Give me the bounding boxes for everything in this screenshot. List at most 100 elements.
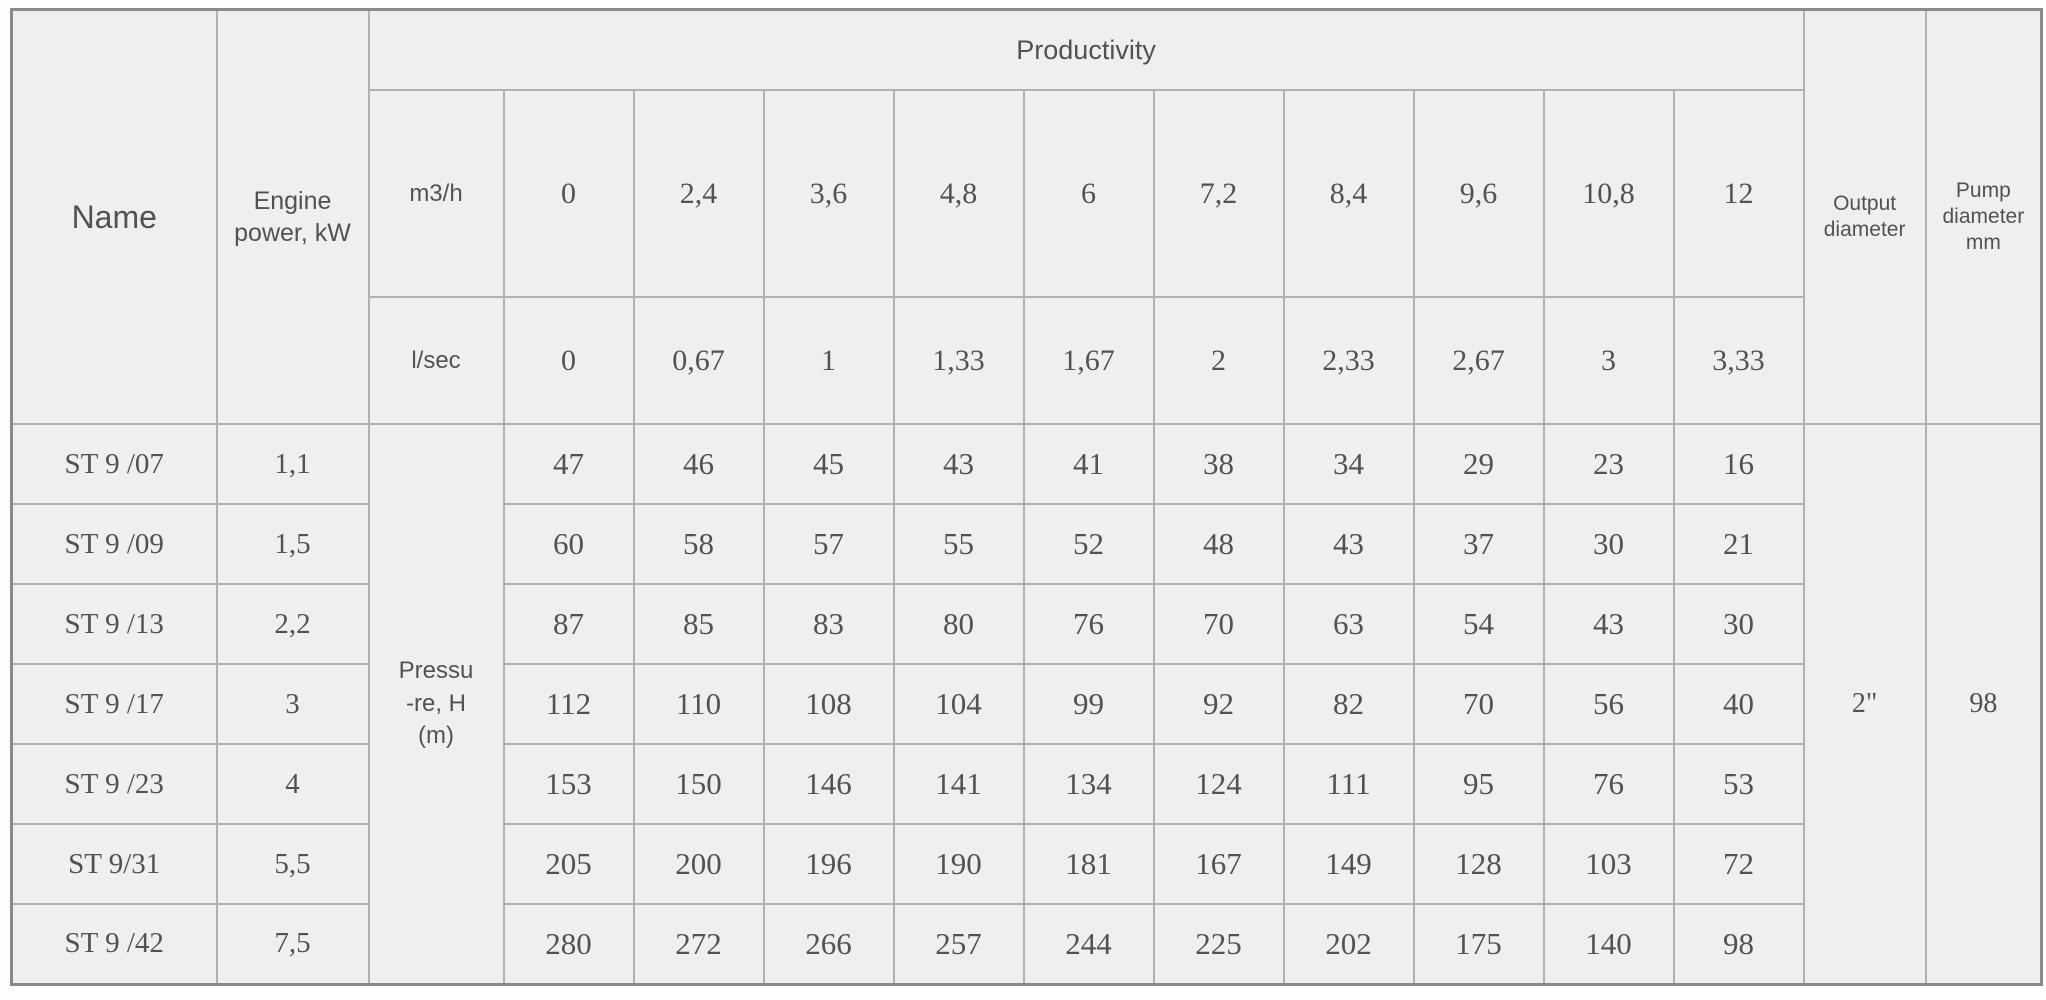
pressure-value-cell: 110 xyxy=(632,663,765,745)
pressure-value-cell: 141 xyxy=(892,743,1025,825)
pressure-value-cell: 56 xyxy=(1542,663,1675,745)
header-productivity: Productivity xyxy=(367,8,1805,91)
pressure-value-cell: 146 xyxy=(762,743,895,825)
flow-lsec-cell: 1 xyxy=(762,296,895,425)
pump-name-cell: ST 9 /09 xyxy=(10,503,218,585)
engine-power-cell: 1,1 xyxy=(215,423,370,505)
pressure-value-cell: 200 xyxy=(632,823,765,905)
flow-m3h-cell: 0 xyxy=(502,89,635,298)
pressure-value-cell: 70 xyxy=(1152,583,1285,665)
pump-name-cell: ST 9 /42 xyxy=(10,903,218,985)
flow-m3h-cell: 7,2 xyxy=(1152,89,1285,298)
flow-lsec-cell: 2,33 xyxy=(1282,296,1415,425)
pressure-value-cell: 57 xyxy=(762,503,895,585)
pressure-value-cell: 45 xyxy=(762,423,895,505)
engine-power-cell: 3 xyxy=(215,663,370,745)
flow-lsec-cell: 1,33 xyxy=(892,296,1025,425)
engine-power-cell: 7,5 xyxy=(215,903,370,985)
pressure-value-cell: 63 xyxy=(1282,583,1415,665)
pressure-value-cell: 244 xyxy=(1022,903,1155,985)
pressure-value-cell: 34 xyxy=(1282,423,1415,505)
flow-lsec-cell: 3,33 xyxy=(1672,296,1805,425)
pressure-value-cell: 202 xyxy=(1282,903,1415,985)
flow-lsec-cell: 3 xyxy=(1542,296,1675,425)
flow-m3h-cell: 9,6 xyxy=(1412,89,1545,298)
pressure-value-cell: 37 xyxy=(1412,503,1545,585)
pressure-value-cell: 128 xyxy=(1412,823,1545,905)
flow-m3h-cell: 8,4 xyxy=(1282,89,1415,298)
pressure-value-cell: 70 xyxy=(1412,663,1545,745)
pressure-value-cell: 46 xyxy=(632,423,765,505)
pressure-value-cell: 149 xyxy=(1282,823,1415,905)
pressure-value-cell: 257 xyxy=(892,903,1025,985)
pump-name-cell: ST 9/31 xyxy=(10,823,218,905)
flow-lsec-cell: 2,67 xyxy=(1412,296,1545,425)
flow-m3h-cell: 12 xyxy=(1672,89,1805,298)
pressure-value-cell: 103 xyxy=(1542,823,1675,905)
pressure-value-cell: 23 xyxy=(1542,423,1675,505)
pressure-value-cell: 87 xyxy=(502,583,635,665)
header-name: Name xyxy=(10,8,218,425)
pressure-value-cell: 43 xyxy=(1542,583,1675,665)
flow-m3h-cell: 4,8 xyxy=(892,89,1025,298)
pressure-value-cell: 55 xyxy=(892,503,1025,585)
flow-m3h-cell: 3,6 xyxy=(762,89,895,298)
pressure-value-cell: 48 xyxy=(1152,503,1285,585)
pressure-value-cell: 205 xyxy=(502,823,635,905)
pressure-value-cell: 175 xyxy=(1412,903,1545,985)
pressure-value-cell: 112 xyxy=(502,663,635,745)
pressure-value-cell: 108 xyxy=(762,663,895,745)
pressure-value-cell: 190 xyxy=(892,823,1025,905)
pressure-value-cell: 111 xyxy=(1282,743,1415,825)
pressure-value-cell: 167 xyxy=(1152,823,1285,905)
pressure-value-cell: 41 xyxy=(1022,423,1155,505)
output-diameter-value: 2" xyxy=(1802,423,1927,985)
pressure-value-cell: 29 xyxy=(1412,423,1545,505)
pressure-value-cell: 98 xyxy=(1672,903,1805,985)
pressure-value-cell: 124 xyxy=(1152,743,1285,825)
pressure-value-cell: 43 xyxy=(1282,503,1415,585)
pressure-value-cell: 85 xyxy=(632,583,765,665)
pump-name-cell: ST 9 /13 xyxy=(10,583,218,665)
pressure-value-cell: 38 xyxy=(1152,423,1285,505)
flow-m3h-cell: 6 xyxy=(1022,89,1155,298)
pressure-value-cell: 99 xyxy=(1022,663,1155,745)
pressure-value-cell: 60 xyxy=(502,503,635,585)
pump-spec-table: Name Engine power, kW Productivity Outpu… xyxy=(10,8,2044,986)
pressure-value-cell: 72 xyxy=(1672,823,1805,905)
unit-lsec-label: l/sec xyxy=(367,296,505,425)
pressure-value-cell: 181 xyxy=(1022,823,1155,905)
pressure-value-cell: 150 xyxy=(632,743,765,825)
pressure-value-cell: 52 xyxy=(1022,503,1155,585)
pressure-value-cell: 104 xyxy=(892,663,1025,745)
pressure-value-cell: 82 xyxy=(1282,663,1415,745)
pressure-value-cell: 196 xyxy=(762,823,895,905)
pressure-value-cell: 225 xyxy=(1152,903,1285,985)
flow-lsec-cell: 0 xyxy=(502,296,635,425)
pressure-value-cell: 140 xyxy=(1542,903,1675,985)
pressure-value-cell: 280 xyxy=(502,903,635,985)
flow-lsec-cell: 1,67 xyxy=(1022,296,1155,425)
pressure-value-cell: 95 xyxy=(1412,743,1545,825)
pressure-value-cell: 58 xyxy=(632,503,765,585)
engine-power-cell: 4 xyxy=(215,743,370,825)
pressure-value-cell: 266 xyxy=(762,903,895,985)
pressure-value-cell: 76 xyxy=(1542,743,1675,825)
pressure-value-cell: 153 xyxy=(502,743,635,825)
pressure-value-cell: 272 xyxy=(632,903,765,985)
engine-power-cell: 5,5 xyxy=(215,823,370,905)
flow-m3h-cell: 2,4 xyxy=(632,89,765,298)
header-pump-diameter: Pump diameter mm xyxy=(1924,8,2043,425)
pressure-value-cell: 47 xyxy=(502,423,635,505)
flow-lsec-cell: 2 xyxy=(1152,296,1285,425)
pressure-value-cell: 43 xyxy=(892,423,1025,505)
pressure-value-cell: 16 xyxy=(1672,423,1805,505)
flow-m3h-cell: 10,8 xyxy=(1542,89,1675,298)
pressure-value-cell: 80 xyxy=(892,583,1025,665)
pressure-value-cell: 30 xyxy=(1542,503,1675,585)
pump-name-cell: ST 9 /07 xyxy=(10,423,218,505)
pressure-label: Pressu -re, H (m) xyxy=(367,423,505,985)
pressure-value-cell: 54 xyxy=(1412,583,1545,665)
pump-diameter-value: 98 xyxy=(1924,423,2043,985)
